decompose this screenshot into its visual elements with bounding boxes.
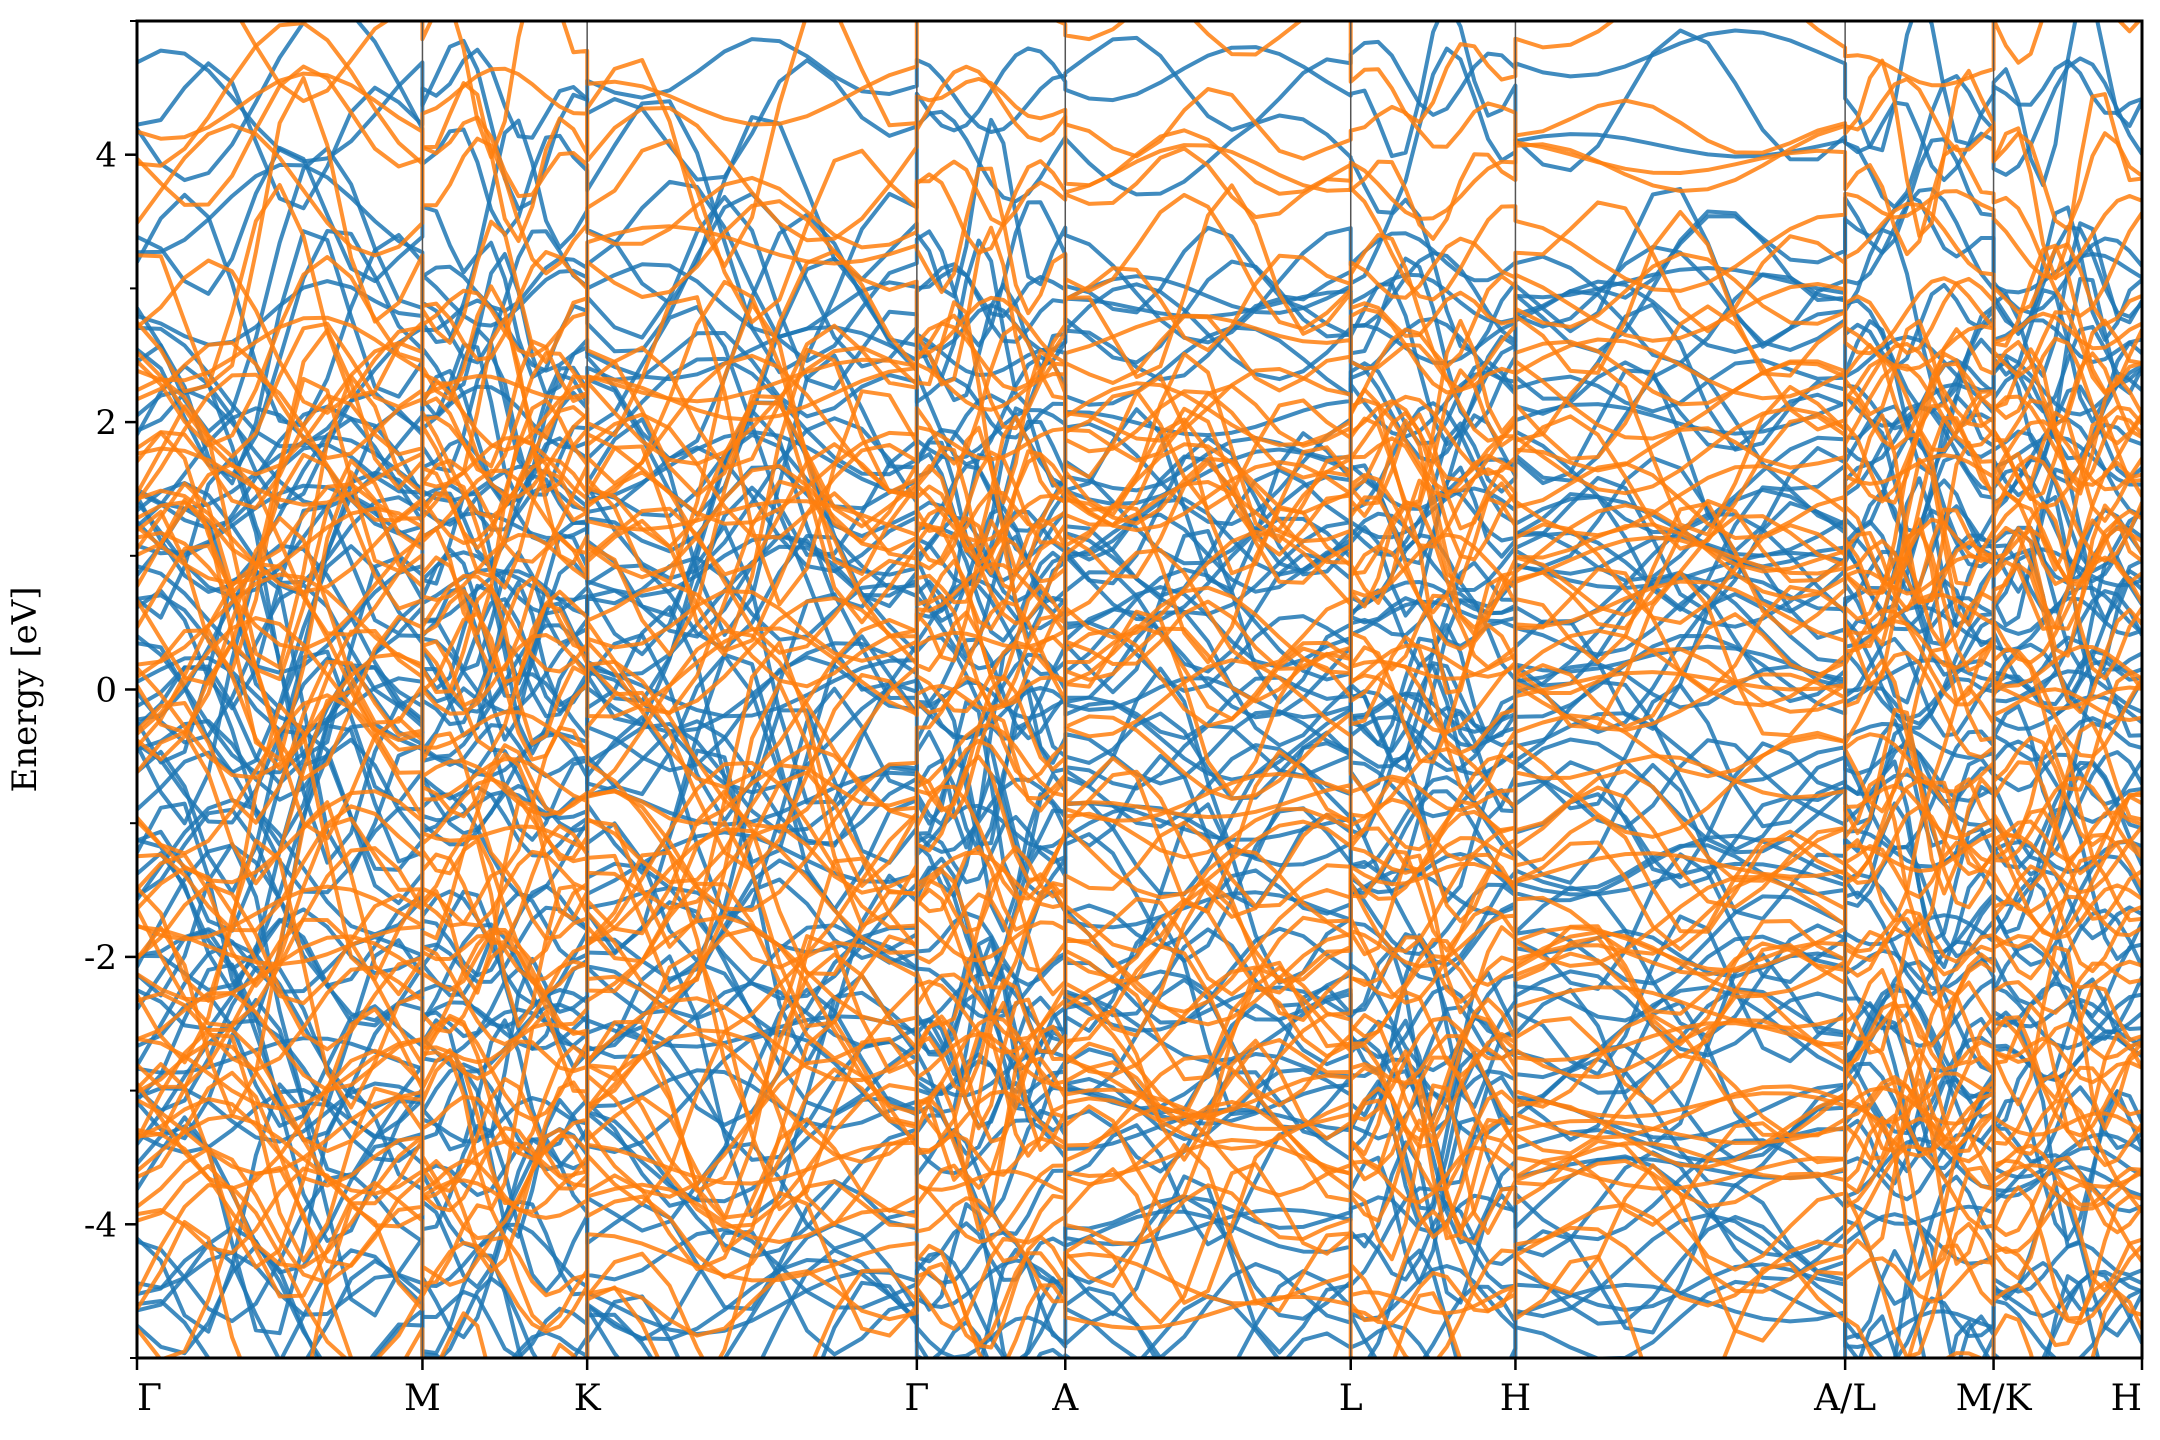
band-line-series-2 (137, 1143, 2142, 1358)
band-line-series-1 (137, 191, 2142, 428)
x-tick-label: A (1051, 1378, 1079, 1419)
band-line-series-1 (137, 1186, 2142, 1358)
band-lines (137, 21, 2142, 1358)
band-line-series-2 (137, 865, 2142, 1052)
band-line-series-2 (137, 838, 2142, 1121)
x-tick-label: A/L (1813, 1378, 1876, 1419)
band-line-series-1 (137, 567, 2142, 865)
band-line-series-2 (137, 516, 2142, 759)
y-axis-label: Energy [eV] (5, 586, 45, 792)
band-line-series-2 (137, 183, 2142, 498)
band-line-series-1 (137, 1225, 2142, 1358)
band-line-series-2 (137, 21, 2142, 281)
band-line-series-1 (137, 798, 2142, 1006)
band-line-series-2 (137, 681, 2142, 993)
band-line-series-2 (137, 353, 2142, 615)
band-line-series-2 (137, 1162, 2142, 1350)
band-line-series-2 (137, 776, 2142, 1028)
band-line-series-2 (137, 21, 2142, 269)
band-line-series-1 (137, 21, 2142, 211)
band-line-series-1 (137, 227, 2142, 486)
band-line-series-1 (137, 115, 2142, 345)
band-line-series-2 (137, 616, 2142, 876)
band-line-series-1 (137, 504, 2142, 773)
band-line-series-1 (137, 435, 2142, 759)
band-line-series-2 (137, 934, 2142, 1221)
band-line-series-1 (137, 663, 2142, 848)
band-line-series-2 (137, 64, 2142, 325)
band-line-series-2 (137, 183, 2142, 466)
band-line-series-2 (137, 767, 2142, 990)
band-line-series-1 (137, 162, 2142, 365)
band-line-series-1 (137, 939, 2142, 1219)
band-line-series-2 (137, 1165, 2142, 1358)
band-line-series-1 (137, 146, 2142, 476)
band-line-series-1 (137, 1194, 2142, 1358)
band-line-series-2 (137, 820, 2142, 1059)
x-axis-ticks: Γ M K Γ A L H A/L M/K H (135, 1358, 2144, 1419)
band-line-series-2 (137, 760, 2142, 1117)
band-line-series-2 (137, 302, 2142, 670)
band-line-series-2 (137, 777, 2142, 1125)
band-line-series-2 (137, 914, 2142, 1162)
band-line-series-2 (137, 914, 2142, 1193)
y-tick-label: -4 (84, 1205, 117, 1245)
band-line-series-2 (137, 635, 2142, 873)
x-tick-label: M/K (1956, 1378, 2033, 1419)
band-line-series-1 (137, 1118, 2142, 1275)
band-line-series-2 (137, 674, 2142, 910)
y-tick-label: 0 (95, 671, 117, 711)
x-tick-label: H (1500, 1378, 1531, 1419)
x-tick-label: L (1339, 1378, 1363, 1419)
band-line-series-2 (137, 707, 2142, 970)
band-line-series-2 (137, 21, 2142, 160)
y-tick-label: -2 (84, 938, 117, 978)
band-line-series-2 (137, 1000, 2142, 1232)
x-tick-label: M (404, 1378, 441, 1419)
band-line-series-1 (137, 900, 2142, 1082)
x-tick-label: H (2111, 1378, 2142, 1419)
x-tick-label: Γ (137, 1378, 162, 1419)
y-tick-label: 2 (95, 403, 117, 443)
y-tick-label: 4 (95, 136, 117, 176)
x-tick-label: K (574, 1378, 602, 1419)
band-line-series-2 (137, 76, 2142, 387)
y-axis-ticks: -4 -2 0 2 4 (84, 20, 137, 1359)
band-line-series-2 (137, 944, 2142, 1212)
x-tick-label: Γ (904, 1378, 929, 1419)
band-line-series-1 (137, 493, 2142, 730)
band-line-series-2 (137, 376, 2142, 673)
band-line-series-2 (137, 437, 2142, 655)
band-line-series-2 (137, 295, 2142, 607)
band-line-series-2 (137, 561, 2142, 912)
high-symmetry-lines (421, 21, 1995, 1358)
band-line-series-2 (137, 926, 2142, 1191)
band-line-series-2 (137, 562, 2142, 729)
band-line-series-2 (137, 1183, 2142, 1358)
